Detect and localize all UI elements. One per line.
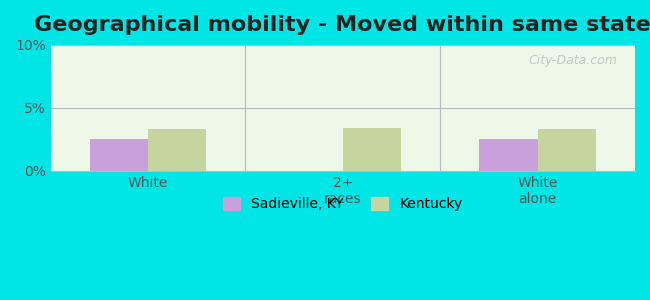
Bar — [148, 129, 207, 171]
Title: Geographical mobility - Moved within same state: Geographical mobility - Moved within sam… — [34, 15, 650, 35]
Bar — [343, 128, 401, 171]
Legend: Sadieville, KY, Kentucky: Sadieville, KY, Kentucky — [218, 192, 468, 217]
Bar — [90, 140, 148, 171]
Bar — [479, 140, 538, 171]
Bar — [538, 129, 596, 171]
Text: City-Data.com: City-Data.com — [528, 54, 618, 67]
